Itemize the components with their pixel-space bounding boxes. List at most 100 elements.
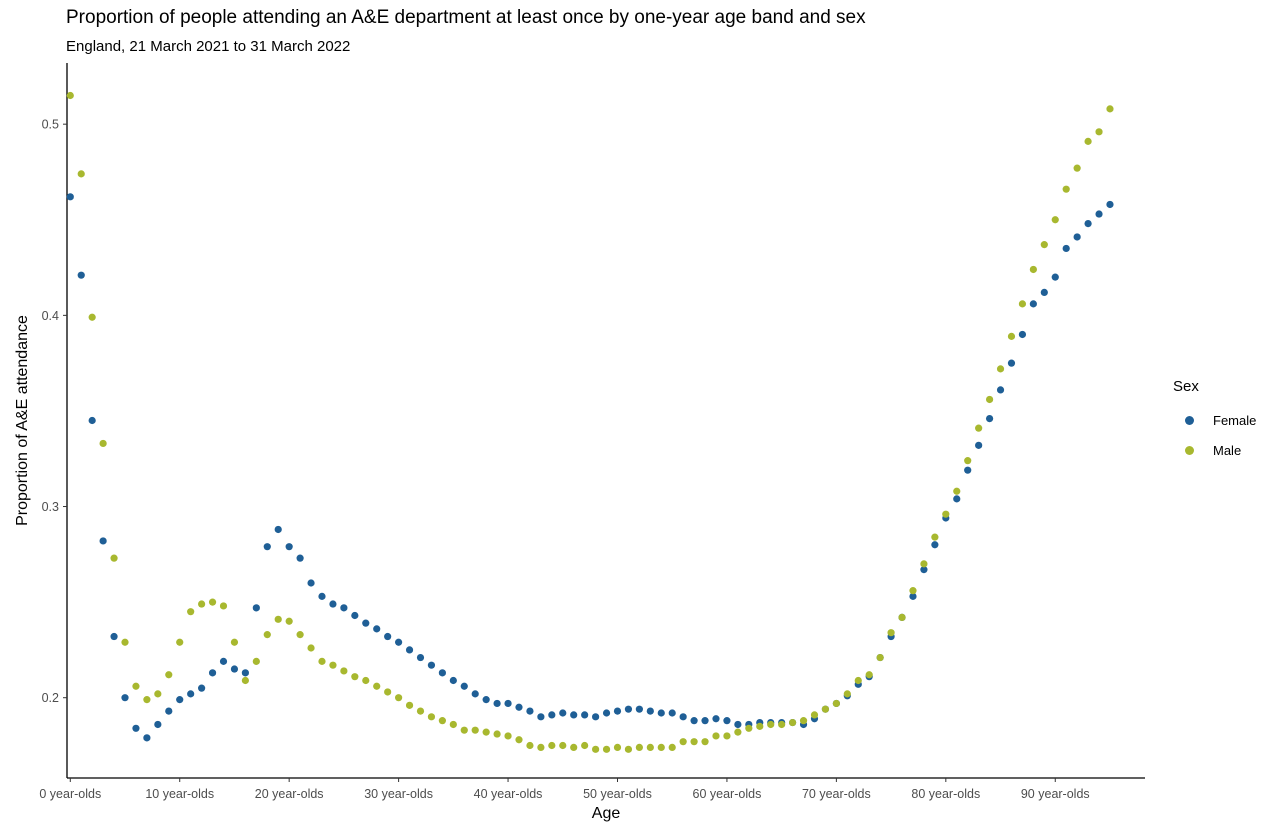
data-point-female: [701, 717, 709, 725]
data-point-male: [99, 439, 107, 448]
data-point-female: [668, 709, 676, 717]
data-point-male: [515, 736, 523, 744]
data-point-male: [176, 638, 184, 646]
data-point-female: [110, 632, 118, 641]
data-point-male: [274, 615, 282, 623]
data-point-male: [1051, 216, 1059, 224]
data-point-male: [854, 676, 862, 685]
data-point-male: [778, 720, 786, 729]
data-point-female: [581, 711, 589, 719]
chart-subtitle: England, 21 March 2021 to 31 March 2022: [66, 38, 351, 55]
data-point-male: [975, 424, 983, 432]
data-point-male: [384, 688, 392, 696]
data-point-female: [427, 661, 436, 669]
data-point-female: [602, 709, 611, 717]
data-point-female: [198, 684, 206, 692]
x-tick-label: 30 year-olds: [364, 787, 433, 801]
y-axis-title: Proportion of A&E attendance: [14, 315, 31, 526]
data-point-male: [953, 487, 961, 495]
data-point-female: [570, 711, 578, 719]
data-point-female: [1018, 330, 1027, 339]
chart-title: Proportion of people attending an A&E de…: [66, 7, 866, 28]
y-tick-label: 0.2: [42, 691, 59, 705]
data-point-female: [329, 600, 337, 608]
data-point-female: [953, 495, 961, 503]
data-point-male: [712, 732, 720, 740]
data-point-female: [723, 717, 731, 725]
data-point-male: [1018, 300, 1027, 308]
data-point-female: [1029, 300, 1037, 308]
data-point-female: [548, 711, 556, 719]
data-point-male: [788, 718, 797, 727]
data-point-male: [1029, 265, 1037, 274]
x-tick-label: 50 year-olds: [583, 787, 652, 801]
data-point-male: [165, 671, 173, 679]
data-point-male: [985, 395, 994, 404]
data-point-male: [263, 631, 271, 639]
data-point-male: [701, 738, 709, 746]
data-point-male: [767, 720, 775, 729]
data-point-male: [723, 732, 731, 740]
data-point-female: [88, 416, 96, 425]
data-point-male: [285, 617, 293, 625]
data-point-female: [405, 646, 414, 654]
data-point-male: [646, 743, 654, 752]
legend-item-female: Female: [1173, 405, 1256, 435]
data-point-male: [449, 720, 457, 729]
data-point-male: [296, 631, 304, 639]
data-point-female: [996, 386, 1005, 394]
data-point-male: [745, 724, 753, 732]
legend-marker-female: [1185, 415, 1194, 425]
data-point-female: [920, 566, 928, 574]
data-point-male: [471, 726, 479, 734]
legend-marker-male: [1185, 445, 1194, 455]
x-tick-label: 40 year-olds: [474, 787, 543, 801]
data-point-male: [996, 365, 1005, 373]
data-point-male: [110, 554, 118, 562]
data-point-male: [121, 638, 129, 646]
data-point-male: [635, 743, 643, 752]
data-point-female: [613, 707, 622, 715]
x-tick-label: 90 year-olds: [1021, 787, 1090, 801]
data-point-male: [143, 696, 151, 704]
data-point-male: [504, 732, 512, 740]
data-point-female: [515, 703, 523, 711]
data-point-male: [756, 722, 764, 730]
data-point-female: [77, 271, 85, 279]
data-point-male: [1040, 241, 1048, 249]
data-point-female: [1051, 273, 1059, 281]
data-point-male: [548, 741, 556, 750]
data-point-male: [876, 653, 884, 662]
data-point-male: [88, 313, 96, 321]
data-point-male: [154, 690, 162, 698]
data-point-male: [1062, 185, 1070, 193]
data-point-male: [1106, 105, 1114, 113]
legend-item-male: Male: [1173, 435, 1256, 465]
data-point-male: [77, 170, 85, 178]
data-point-male: [187, 608, 195, 616]
data-point-male: [219, 602, 228, 610]
data-point-female: [395, 638, 403, 646]
data-point-male: [920, 560, 928, 568]
data-point-male: [1084, 137, 1092, 145]
data-point-female: [1007, 359, 1016, 367]
data-point-male: [405, 701, 414, 709]
data-point-male: [208, 598, 217, 606]
data-point-female: [537, 713, 545, 721]
data-point-female: [230, 665, 239, 673]
data-point-female: [657, 709, 665, 717]
data-point-male: [318, 657, 326, 665]
data-point-male: [1095, 128, 1103, 136]
data-point-female: [438, 669, 446, 677]
legend: Sex Female Male: [1173, 378, 1256, 465]
data-point-male: [559, 741, 567, 750]
x-tick-label: 10 year-olds: [145, 787, 214, 801]
data-point-female: [646, 707, 654, 715]
data-point-male: [821, 705, 830, 713]
data-point-female: [734, 720, 742, 729]
x-axis-title: Age: [592, 805, 621, 822]
data-point-female: [208, 669, 217, 677]
data-point-male: [493, 730, 501, 738]
data-point-male: [931, 533, 939, 541]
data-point-female: [712, 715, 720, 723]
